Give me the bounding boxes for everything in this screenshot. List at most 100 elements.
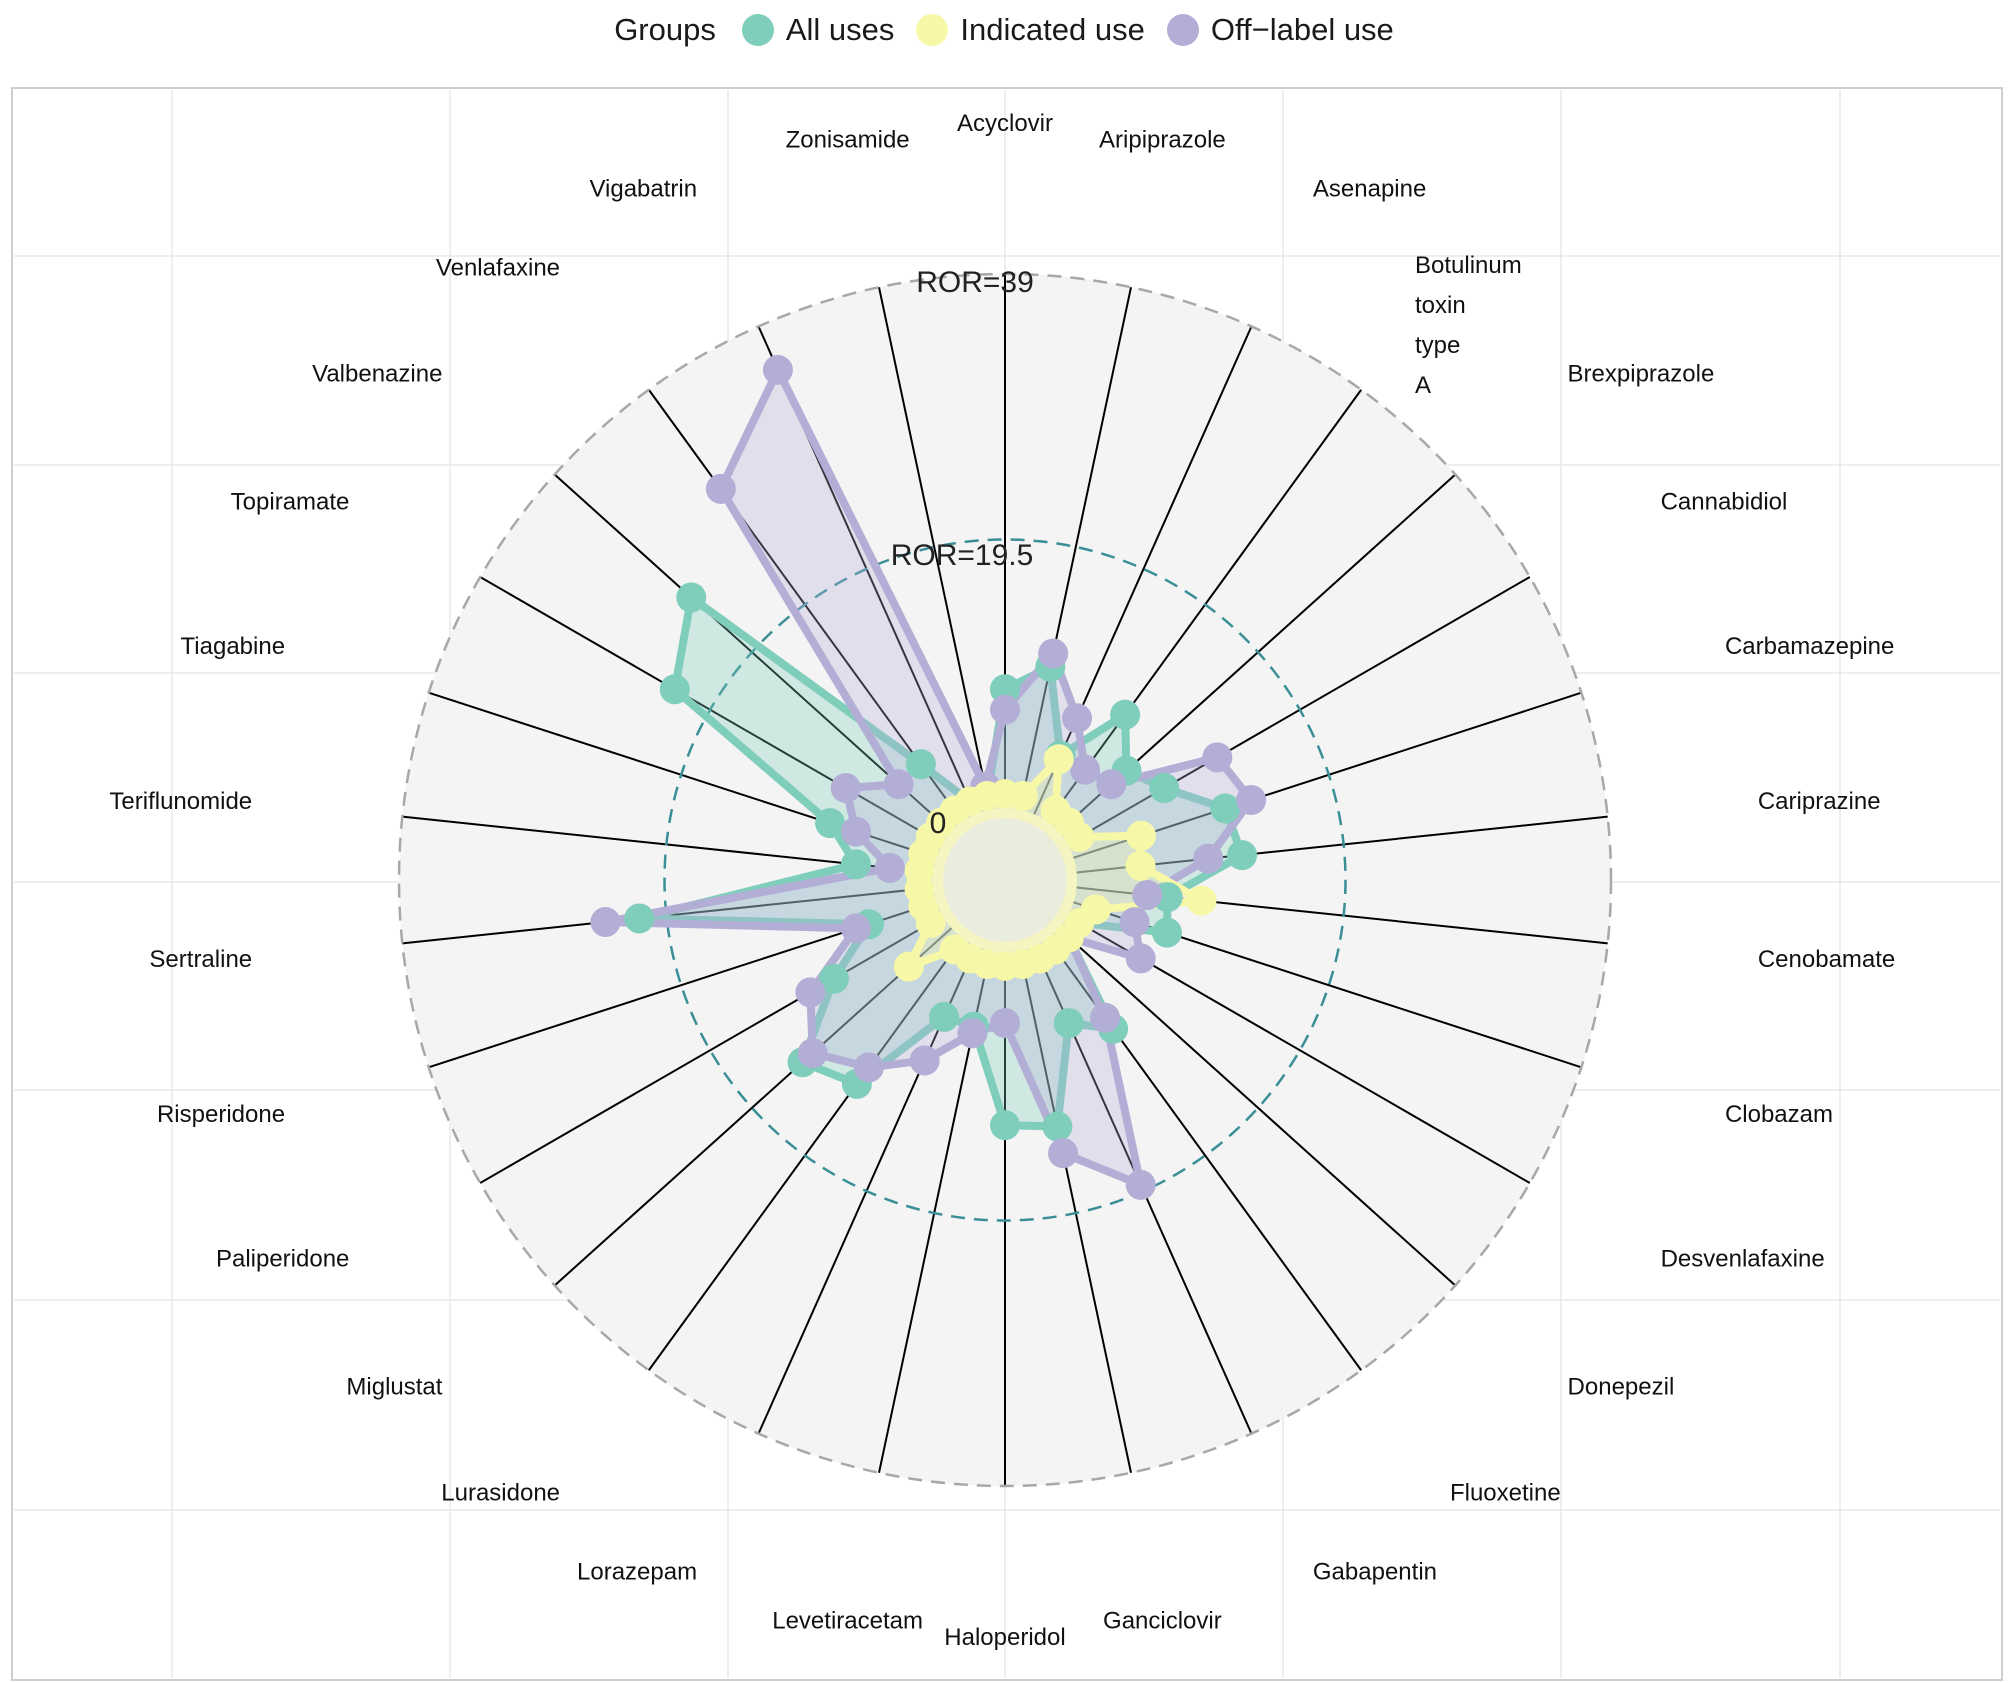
series-2-point-3 [1070, 754, 1101, 785]
ring-label-1: ROR=19.5 [891, 539, 1034, 572]
ring-middle [663, 538, 1347, 1222]
series-0-point-25 [659, 674, 690, 705]
series-2-point-17 [909, 1045, 940, 1076]
series-1-point-19 [893, 951, 924, 982]
category-label-10: Desvenlafaxine [1661, 1246, 1825, 1273]
series-1-point-18 [939, 934, 970, 965]
category-label-26: Valbenazine [312, 360, 442, 387]
series-2-point-28 [762, 354, 793, 385]
category-label-13: Gabapentin [1313, 1559, 1437, 1586]
series-1-point-1 [1007, 780, 1038, 811]
series-2-point-26 [883, 769, 914, 800]
category-label-0: Acyclovir [957, 110, 1053, 137]
series-0-point-6 [1210, 793, 1241, 824]
spoke-5 [1060, 576, 1531, 849]
ring-outer [397, 272, 1613, 1488]
category-label-21: Risperidone [157, 1101, 285, 1128]
category-label-24: Tiagabine [181, 633, 286, 660]
series-0-point-26 [676, 582, 707, 613]
spoke-1 [1017, 287, 1132, 817]
spoke-3 [1042, 389, 1363, 829]
category-label-19: Miglustat [346, 1374, 442, 1401]
series-1-point-8 [1186, 885, 1217, 916]
series-0-point-17 [929, 1001, 960, 1032]
series-2-point-18 [853, 1052, 884, 1083]
category-label-14: Ganciclovir [1103, 1607, 1222, 1634]
series-2-point-21 [840, 913, 871, 944]
category-label-6: Carbamazepine [1725, 633, 1894, 660]
category-label-18: Lurasidone [441, 1479, 560, 1506]
series-1-point-29 [972, 780, 1003, 811]
category-label-25: Topiramate [231, 489, 350, 516]
spoke-14 [1017, 943, 1132, 1473]
series-2-point-24 [840, 816, 871, 847]
series-0-point-15 [990, 1110, 1020, 1141]
series-2-point-6 [1236, 785, 1267, 816]
series-2-point-22 [590, 906, 621, 937]
series-0-point-9 [1151, 917, 1182, 948]
category-label-29: Zonisamide [786, 127, 910, 154]
series-0-point-13 [1053, 1008, 1084, 1039]
spoke-22 [402, 885, 941, 945]
category-label-20: Paliperidone [216, 1246, 349, 1273]
series-1-point-6 [1126, 820, 1157, 851]
category-label-5: Cannabidiol [1661, 489, 1788, 516]
series-0-point-20 [818, 963, 849, 994]
legend-item-all-uses: All uses [741, 12, 895, 48]
series-2-point-16 [957, 1018, 988, 1049]
series-2-point-13 [1125, 1169, 1156, 1200]
category-label-7: Cariprazine [1758, 788, 1881, 815]
legend-item-off-label-use: Off−label use [1166, 12, 1394, 48]
series-2-point-12 [1090, 1002, 1121, 1033]
series-0-point-7 [1227, 840, 1258, 871]
spoke-19 [553, 922, 958, 1287]
spoke-20 [479, 911, 950, 1184]
series-2-point-25 [830, 773, 861, 804]
category-label-3: Botulinum toxin type A [1415, 252, 1522, 399]
series-2-point-19 [797, 1038, 828, 1069]
ring-label-0: ROR=39 [916, 266, 1034, 299]
series-1-point-5 [1064, 822, 1095, 853]
series-2-point-0 [990, 694, 1020, 725]
series-0-point-23 [840, 849, 871, 880]
legend-swatch-indicated-use [916, 14, 949, 46]
series-2-point-4 [1096, 769, 1127, 800]
series-2-point-8 [1132, 879, 1163, 910]
category-label-2: Asenapine [1313, 175, 1426, 202]
series-0-point-3 [1110, 699, 1141, 730]
spoke-2 [1030, 325, 1253, 822]
legend-label-off-label-use: Off−label use [1210, 12, 1394, 47]
spoke-18 [647, 931, 968, 1371]
series-2-point-15 [990, 1008, 1020, 1039]
category-label-17: Lorazepam [577, 1559, 697, 1586]
category-label-27: Venlafaxine [436, 255, 560, 282]
series-2-point-7 [1193, 843, 1224, 874]
legend-swatch-off-label-use [1166, 14, 1199, 46]
series-2-point-23 [874, 852, 905, 883]
series-2-point-27 [705, 473, 736, 504]
radar-center [933, 808, 1077, 952]
legend-label-all-uses: All uses [785, 12, 895, 47]
category-label-16: Levetiracetam [772, 1607, 923, 1634]
series-0-point-27 [905, 749, 936, 780]
series-2-point-1 [1038, 638, 1069, 669]
legend-swatch-all-uses [741, 14, 774, 46]
category-label-11: Donepezil [1568, 1374, 1675, 1401]
series-2-point-2 [1062, 703, 1093, 734]
series-0-point-24 [815, 808, 846, 839]
legend-title: Groups [614, 12, 716, 47]
spoke-29 [878, 287, 993, 817]
category-label-28: Vigabatrin [589, 175, 697, 202]
category-label-9: Clobazam [1725, 1101, 1833, 1128]
series-2-point-5 [1202, 742, 1233, 773]
category-label-12: Fluoxetine [1450, 1479, 1561, 1506]
series-2-point-14 [1048, 1138, 1079, 1169]
series-0-point-14 [1042, 1111, 1073, 1142]
category-label-4: Brexpiprazole [1568, 360, 1715, 387]
series-2-point-10 [1125, 943, 1156, 974]
category-label-8: Cenobamate [1758, 946, 1895, 973]
spoke-25 [479, 576, 950, 849]
series-0-point-5 [1149, 773, 1180, 804]
category-label-22: Sertraline [149, 946, 252, 973]
